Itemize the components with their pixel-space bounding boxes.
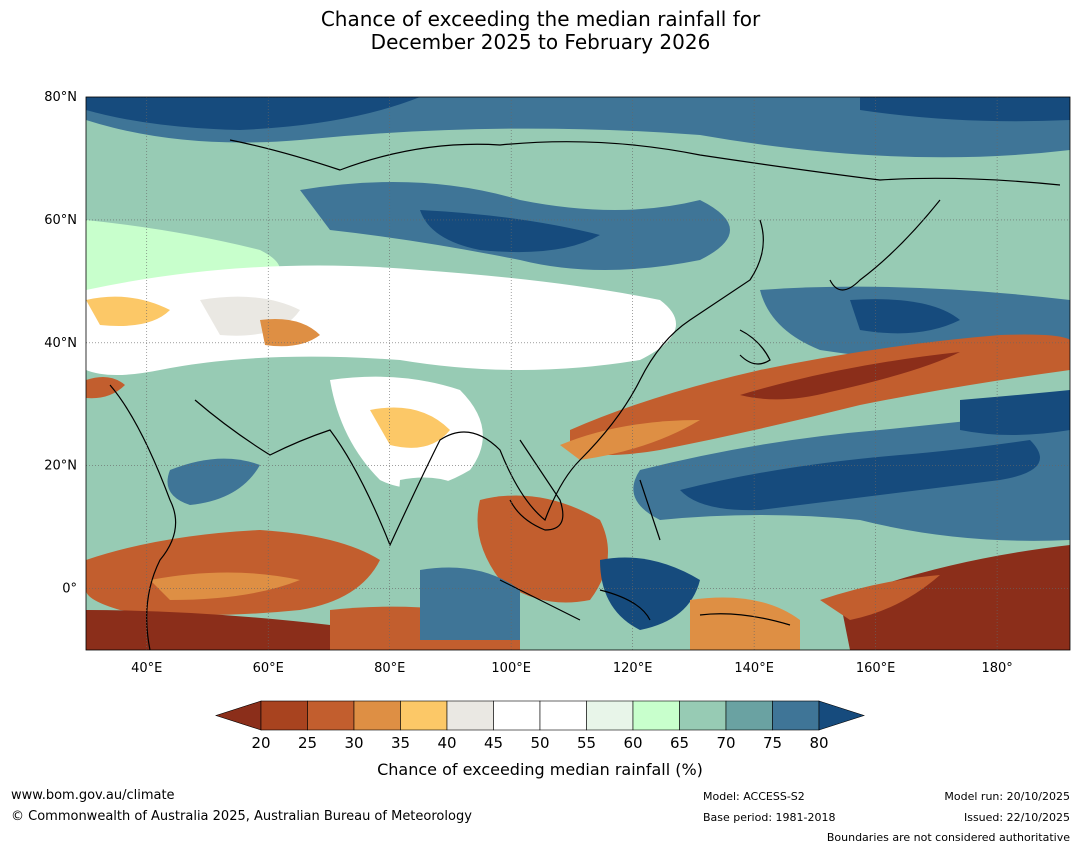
colorbar-tick-label: 55 xyxy=(577,734,596,752)
coastline-asia-south xyxy=(194,219,764,547)
lat-label: 80°N xyxy=(44,90,77,105)
colorbar-swatch xyxy=(772,700,820,731)
region-central-asia-neutral xyxy=(86,265,676,375)
lon-label: 180° xyxy=(981,661,1012,676)
coastline-arctic xyxy=(229,139,1061,186)
region-north-pacific-core xyxy=(850,299,960,334)
colorbar-swatch xyxy=(679,700,727,731)
colorbar-tick-label: 40 xyxy=(437,734,456,752)
colorbar-tick-label: 20 xyxy=(251,734,270,752)
title-line-2: December 2025 to February 2026 xyxy=(370,30,711,54)
region-india-dry xyxy=(370,407,450,448)
footer-model: Model: ACCESS-S2 xyxy=(703,790,805,803)
coastline-japan xyxy=(739,329,771,365)
region-south-pacific-dry-edge xyxy=(820,575,940,620)
region-sumatra-wet xyxy=(420,567,520,640)
title-line-1: Chance of exceeding the median rainfall … xyxy=(320,7,761,31)
region-dry-west xyxy=(86,296,170,326)
colorbar-tick-label: 50 xyxy=(530,734,549,752)
lon-label: 100°E xyxy=(491,661,531,676)
footer-base-period: Base period: 1981-2018 xyxy=(703,811,836,824)
colorbar-swatch xyxy=(632,700,680,731)
colorbar-tick-label: 80 xyxy=(809,734,828,752)
colorbar-tick-label: 45 xyxy=(484,734,503,752)
region-dry-band-east-asia xyxy=(570,334,1070,455)
colorbar-swatch xyxy=(539,700,587,731)
region-arctic-east xyxy=(860,97,1070,122)
region-dry-iran xyxy=(260,319,320,347)
lat-label: 40°N xyxy=(44,336,77,351)
region-indian-ocean-dry xyxy=(86,530,380,615)
footer-url[interactable]: www.bom.gov.au/climate xyxy=(11,788,175,803)
colorbar-swatch xyxy=(493,700,541,731)
region-sri-lanka-wet xyxy=(399,477,480,550)
lon-label: 40°E xyxy=(131,661,162,676)
region-java-sea-wet xyxy=(600,557,700,630)
colorbar-swatch xyxy=(353,700,401,731)
colorbar-swatch xyxy=(586,700,634,731)
longitude-labels: 40°E 60°E 80°E 100°E 120°E 140°E 160°E 180° xyxy=(131,661,1013,676)
region-new-guinea-dry xyxy=(690,597,800,650)
region-maritime-dry xyxy=(477,495,608,603)
lat-label: 0° xyxy=(62,582,77,597)
coastline-kamchatka xyxy=(829,199,941,291)
colorbar-under-arrow xyxy=(215,700,262,731)
colorbar-swatch xyxy=(400,700,448,731)
lon-label: 160°E xyxy=(856,661,896,676)
rainfall-map xyxy=(86,97,1070,650)
colorbar-over-arrow xyxy=(818,700,865,731)
lon-label: 80°E xyxy=(374,661,405,676)
coastline-indochina xyxy=(509,439,564,531)
region-arabian-sea-wet xyxy=(167,458,260,505)
colorbar-tick-label: 70 xyxy=(716,734,735,752)
footer-model-run: Model run: 20/10/2025 xyxy=(944,790,1070,803)
map-title: Chance of exceeding the median rainfall … xyxy=(0,8,1081,54)
latitude-labels: 80°N 60°N 40°N 20°N 0° xyxy=(44,90,77,597)
lat-label: 60°N xyxy=(44,213,77,228)
colorbar-swatch xyxy=(260,700,308,731)
lon-label: 140°E xyxy=(734,661,774,676)
region-indian-ocean-dry-2 xyxy=(150,572,300,600)
footer-copyright: © Commonwealth of Australia 2025, Austra… xyxy=(11,809,472,824)
footer-disclaimer: Boundaries are not considered authoritat… xyxy=(826,831,1070,844)
colorbar-swatch xyxy=(446,700,494,731)
lat-label: 20°N xyxy=(44,459,77,474)
coastlines xyxy=(109,139,1061,650)
colorbar-swatch xyxy=(725,700,773,731)
colorbar-tick-label: 60 xyxy=(623,734,642,752)
colorbar-tick-label: 25 xyxy=(298,734,317,752)
lon-label: 120°E xyxy=(613,661,653,676)
footer-issued: Issued: 22/10/2025 xyxy=(963,811,1070,824)
colorbar-tick-label: 35 xyxy=(391,734,410,752)
colorbar-swatch xyxy=(307,700,355,731)
region-dry-arabia-north xyxy=(86,376,125,399)
colorbar-tick-label: 65 xyxy=(670,734,689,752)
colorbar-tick-label: 30 xyxy=(344,734,363,752)
coastline-africa xyxy=(109,384,177,650)
colorbar: 20 25 30 35 40 45 50 55 60 65 70 75 80 xyxy=(215,700,865,752)
region-dry-south-china xyxy=(560,420,700,460)
region-dry-band-core xyxy=(740,352,960,400)
region-tropical-pacific-core xyxy=(680,440,1040,511)
colorbar-tick-label: 75 xyxy=(763,734,782,752)
map-frame xyxy=(85,96,1071,651)
region-east-pacific-core xyxy=(960,390,1070,435)
region-siberia-core xyxy=(420,210,600,253)
coastline-islands xyxy=(499,579,791,626)
graticule xyxy=(86,97,1070,650)
coastline-philippines xyxy=(639,479,661,541)
region-south-pacific-dry xyxy=(840,545,1070,650)
lon-label: 60°E xyxy=(253,661,284,676)
colorbar-label: Chance of exceeding median rainfall (%) xyxy=(377,760,703,779)
region-arctic-very-wet xyxy=(86,97,420,130)
